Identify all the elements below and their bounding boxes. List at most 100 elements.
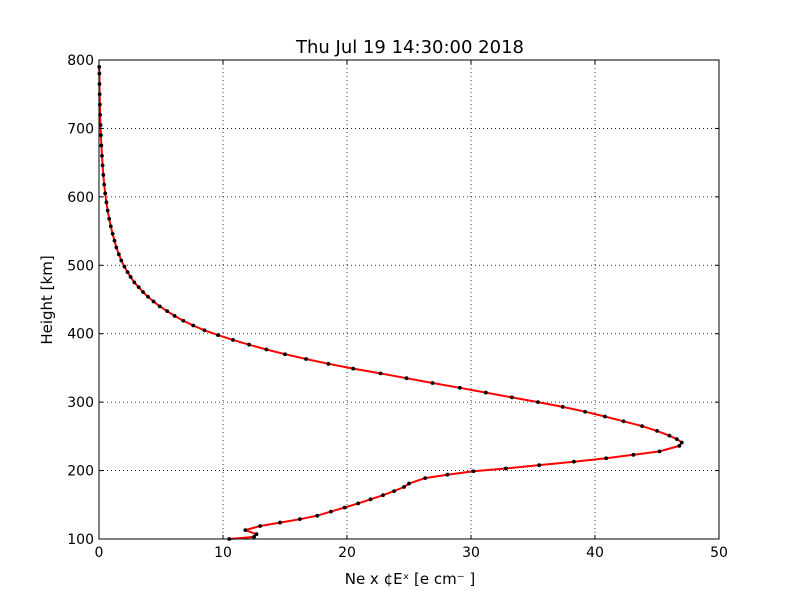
- data-point: [657, 449, 662, 454]
- data-point: [430, 381, 435, 385]
- data-point: [254, 532, 259, 537]
- data-point: [252, 535, 256, 539]
- data-point: [110, 231, 115, 236]
- data-point: [604, 456, 609, 461]
- data-point: [112, 238, 117, 243]
- data-point: [122, 264, 127, 269]
- y-tick-label: 400: [67, 327, 94, 343]
- data-point: [667, 433, 672, 438]
- data-point: [100, 153, 104, 158]
- data-point: [674, 437, 679, 441]
- data-point: [202, 328, 207, 333]
- data-point: [119, 258, 124, 263]
- data-point: [503, 466, 508, 471]
- data-point: [258, 524, 263, 528]
- y-tick-label: 300: [67, 395, 94, 411]
- data-point: [283, 352, 287, 357]
- data-point: [151, 299, 156, 304]
- data-point: [621, 419, 626, 424]
- data-point: [132, 280, 137, 285]
- data-point: [510, 395, 514, 400]
- x-axis-label: Ne x ¢Eˣ [e cm⁻ ]: [345, 570, 476, 588]
- data-point: [98, 133, 103, 138]
- data-point: [116, 252, 121, 257]
- data-point: [378, 371, 383, 376]
- data-point: [368, 497, 373, 502]
- data-point: [216, 333, 220, 337]
- plot-frame: [98, 59, 720, 540]
- data-point: [114, 245, 119, 250]
- data-point: [304, 357, 308, 361]
- data-point: [108, 224, 113, 229]
- data-point: [146, 294, 150, 299]
- grid-lines: [98, 59, 720, 540]
- data-point: [536, 400, 540, 405]
- data-point: [457, 385, 462, 390]
- data-point: [105, 208, 110, 213]
- data-point: [381, 493, 385, 498]
- data-point: [98, 123, 103, 127]
- data-point: [560, 405, 565, 409]
- data-point: [104, 200, 109, 205]
- data-point: [583, 409, 587, 414]
- data-point: [103, 191, 108, 196]
- data-point: [141, 290, 145, 294]
- y-tick-label: 500: [67, 258, 94, 274]
- data-point: [631, 452, 636, 457]
- y-tick-label: 700: [67, 121, 94, 137]
- data-point: [537, 463, 542, 467]
- data-point: [231, 337, 235, 342]
- data-point: [157, 304, 162, 309]
- axis-ticks: 0 10 20 30 40 50 100 200 300 400 500 600 700 800: [67, 53, 728, 561]
- data-point: [328, 509, 333, 514]
- x-tick-label: 50: [710, 545, 728, 561]
- data-point: [356, 501, 361, 506]
- data-point: [101, 173, 106, 177]
- data-point: [677, 444, 682, 448]
- data-point: [483, 390, 488, 395]
- density-profile-line: [98, 66, 683, 540]
- data-point: [278, 520, 282, 525]
- data-point: [165, 309, 170, 314]
- data-point: [679, 440, 684, 445]
- data-point: [191, 323, 196, 328]
- y-axis-label: Height [km]: [38, 255, 56, 344]
- data-point: [407, 481, 411, 486]
- x-tick-label: 0: [95, 545, 104, 561]
- data-point: [247, 342, 251, 347]
- data-point: [471, 469, 476, 474]
- data-point: [264, 347, 269, 352]
- data-point: [640, 424, 645, 428]
- y-tick-label: 200: [67, 464, 94, 480]
- data-point: [243, 528, 248, 533]
- data-point: [392, 489, 397, 493]
- data-point: [572, 459, 576, 464]
- x-tick-label: 20: [338, 545, 356, 561]
- data-point: [342, 505, 347, 510]
- data-point: [326, 361, 331, 366]
- x-tick-label: 10: [214, 545, 232, 561]
- data-point: [315, 513, 320, 518]
- series-layer: [97, 64, 684, 541]
- data-point: [297, 517, 302, 522]
- data-point: [603, 414, 607, 419]
- y-tick-label: 800: [67, 53, 94, 69]
- data-point: [172, 314, 177, 318]
- x-tick-label: 40: [586, 545, 604, 561]
- data-point: [423, 476, 428, 480]
- data-point: [404, 376, 409, 381]
- data-point: [136, 285, 141, 290]
- data-point: [125, 270, 130, 275]
- data-point: [128, 275, 133, 279]
- y-tick-label: 600: [67, 190, 94, 206]
- data-point: [655, 428, 659, 433]
- data-point: [97, 92, 102, 97]
- data-point: [107, 216, 112, 221]
- x-tick-label: 30: [462, 545, 480, 561]
- data-point: [100, 163, 105, 168]
- data-point: [102, 182, 107, 187]
- y-tick-label: 100: [67, 532, 94, 548]
- data-point: [402, 485, 406, 489]
- data-point: [99, 143, 104, 148]
